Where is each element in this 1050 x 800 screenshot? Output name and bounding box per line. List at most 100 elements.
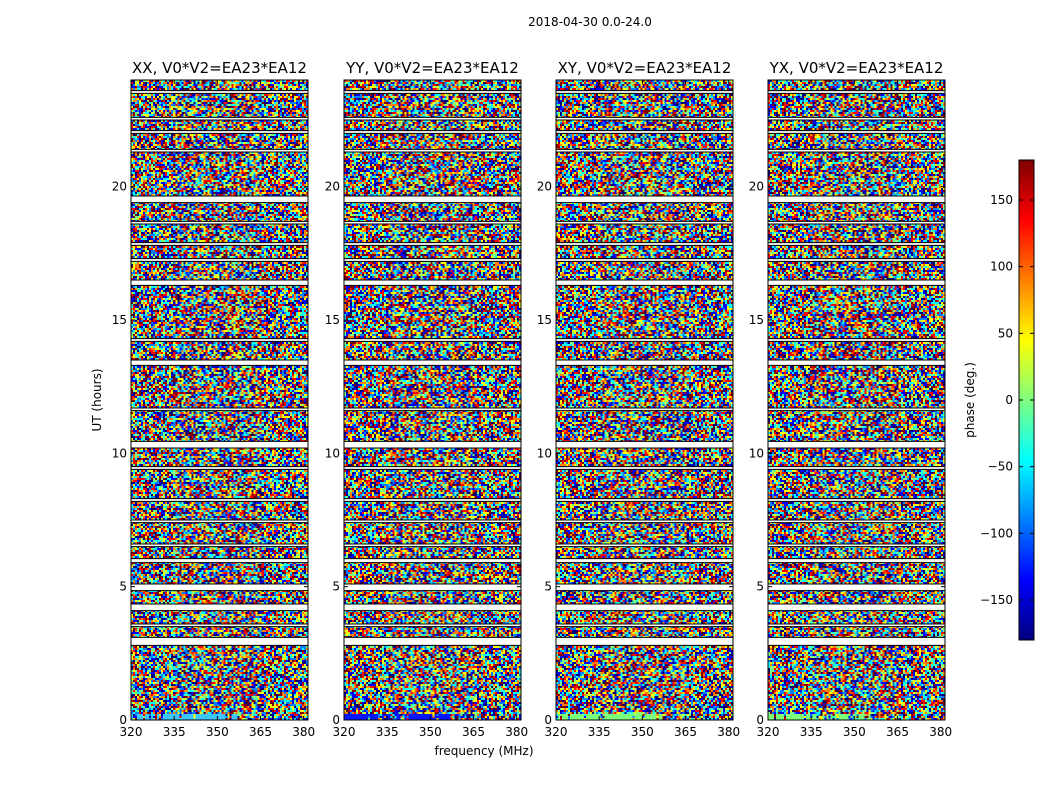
x-tick-label: 350 [843, 725, 866, 739]
flagged-band [556, 498, 733, 502]
x-axis-label: frequency (MHz) [434, 744, 533, 758]
flagged-band [556, 360, 733, 366]
flagged-band [768, 196, 945, 203]
flagged-band [556, 604, 733, 611]
flagged-band [556, 242, 733, 246]
flagged-band [344, 558, 521, 563]
x-tick-label: 350 [631, 725, 654, 739]
flagged-band [131, 117, 308, 120]
flagged-band [768, 338, 945, 342]
flagged-band [556, 221, 733, 224]
flagged-band [344, 544, 521, 547]
y-tick-label: 5 [332, 580, 340, 594]
flagged-band [344, 338, 521, 342]
x-tick-label: 350 [206, 725, 229, 739]
flagged-band [768, 441, 945, 448]
flagged-band [768, 637, 945, 646]
x-tick-label: 380 [929, 725, 952, 739]
flagged-band [768, 149, 945, 152]
flagged-band [344, 149, 521, 152]
panel-1: YY, V0*V2=EA23*EA12 320 335 350 365 380 0 5 10 15… [325, 59, 528, 739]
flagged-band [768, 544, 945, 547]
flagged-band [768, 221, 945, 224]
y-axis-label: UT (hours) [90, 368, 104, 431]
x-tick-label: 350 [419, 725, 442, 739]
y-tick-label: 0 [544, 713, 552, 727]
x-tick-label: 320 [333, 725, 356, 739]
flagged-band [768, 360, 945, 366]
colorbar-label: phase (deg.) [963, 362, 977, 438]
x-tick-label: 365 [249, 725, 272, 739]
panel-title: YY, V0*V2=EA23*EA12 [345, 59, 519, 77]
flagged-band [556, 584, 733, 591]
flagged-band [131, 360, 308, 366]
flagged-band [768, 466, 945, 470]
x-tick-label: 380 [717, 725, 740, 739]
flagged-band [344, 498, 521, 502]
y-tick-label: 0 [332, 713, 340, 727]
panel-title: XY, V0*V2=EA23*EA12 [558, 59, 732, 77]
y-tick-label: 10 [749, 446, 764, 460]
flagged-band [556, 258, 733, 262]
flagged-band [556, 624, 733, 627]
flagged-band [131, 498, 308, 502]
colorbar: −150 −100 −50 0 50 100 150 phase (deg.) [963, 159, 1035, 641]
flagged-band [768, 117, 945, 120]
flagged-band [556, 544, 733, 547]
colorbar-tick-label: 150 [990, 193, 1013, 207]
flagged-band [131, 280, 308, 286]
flagged-band [768, 258, 945, 262]
y-tick-label: 5 [756, 580, 764, 594]
x-tick-label: 380 [292, 725, 315, 739]
y-tick-label: 10 [325, 446, 340, 460]
x-tick-label: 320 [757, 725, 780, 739]
flagged-band [131, 258, 308, 262]
x-tick-label: 365 [674, 725, 697, 739]
x-tick-label: 380 [505, 725, 528, 739]
flagged-band [131, 604, 308, 611]
flagged-band [344, 637, 521, 646]
y-tick-label: 20 [749, 180, 764, 194]
flagged-band [768, 408, 945, 411]
colorbar-tick-label: −100 [980, 526, 1013, 540]
flagged-band [556, 637, 733, 646]
heatmap-cells [344, 80, 521, 720]
flagged-band [768, 130, 945, 134]
y-tick-label: 5 [119, 580, 127, 594]
panels: XX, V0*V2=EA23*EA12 320 335 350 365 380 0 5 10 15… [112, 59, 952, 739]
figure-suptitle: 2018-04-30 0.0-24.0 [528, 15, 652, 29]
panel-frame [767, 79, 946, 721]
y-tick-label: 20 [537, 180, 552, 194]
flagged-band [556, 130, 733, 134]
flagged-band [344, 520, 521, 523]
flagged-band [344, 604, 521, 611]
flagged-band [344, 221, 521, 224]
flagged-band [768, 280, 945, 286]
panel-title: YX, V0*V2=EA23*EA12 [769, 59, 944, 77]
flagged-band [556, 338, 733, 342]
flagged-band [556, 441, 733, 448]
flagged-band [131, 624, 308, 627]
flagged-band [556, 90, 733, 94]
flagged-band [131, 196, 308, 203]
y-tick-label: 0 [119, 713, 127, 727]
heatmap-cells [556, 80, 733, 720]
y-tick-label: 15 [325, 313, 340, 327]
flagged-band [344, 117, 521, 120]
flagged-band [131, 408, 308, 411]
flagged-band [131, 441, 308, 448]
flagged-band [344, 242, 521, 246]
colorbar-tick-label: 0 [1005, 393, 1013, 407]
flagged-band [344, 466, 521, 470]
flagged-band [344, 360, 521, 366]
flagged-band [131, 637, 308, 646]
colorbar-tick-label: −50 [988, 460, 1013, 474]
flagged-band [768, 520, 945, 523]
flagged-band [131, 90, 308, 94]
panel-frame [343, 79, 522, 721]
colorbar-tick-label: −150 [980, 593, 1013, 607]
flagged-band [344, 130, 521, 134]
heatmap-cells [768, 80, 945, 720]
heatmap-cells [131, 80, 308, 720]
